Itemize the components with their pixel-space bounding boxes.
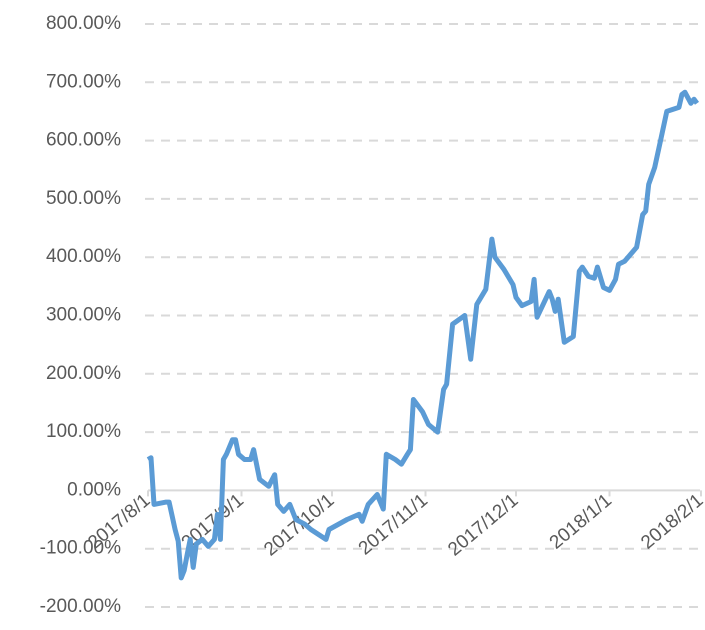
y-tick-label: -100.00% (40, 538, 121, 559)
x-tick-label: 2018/2/1 (637, 490, 705, 554)
y-tick-label: -200.00% (40, 596, 121, 617)
y-tick-label: 200.00% (46, 363, 121, 384)
x-tick-label: 2017/12/1 (444, 490, 522, 560)
y-tick-label: 100.00% (46, 421, 121, 442)
x-tick-label: 2018/1/1 (546, 490, 616, 554)
y-tick-label: 500.00% (46, 188, 121, 209)
y-tick-label: 700.00% (46, 71, 121, 92)
y-tick-label: 600.00% (46, 130, 121, 151)
y-tick-label: 400.00% (46, 246, 121, 267)
x-tick-label: 2017/10/1 (260, 490, 338, 560)
y-tick-label: 0.00% (67, 479, 121, 500)
y-tick-label: 800.00% (46, 13, 121, 34)
y-tick-label: 300.00% (46, 305, 121, 326)
data-line (146, 89, 700, 581)
